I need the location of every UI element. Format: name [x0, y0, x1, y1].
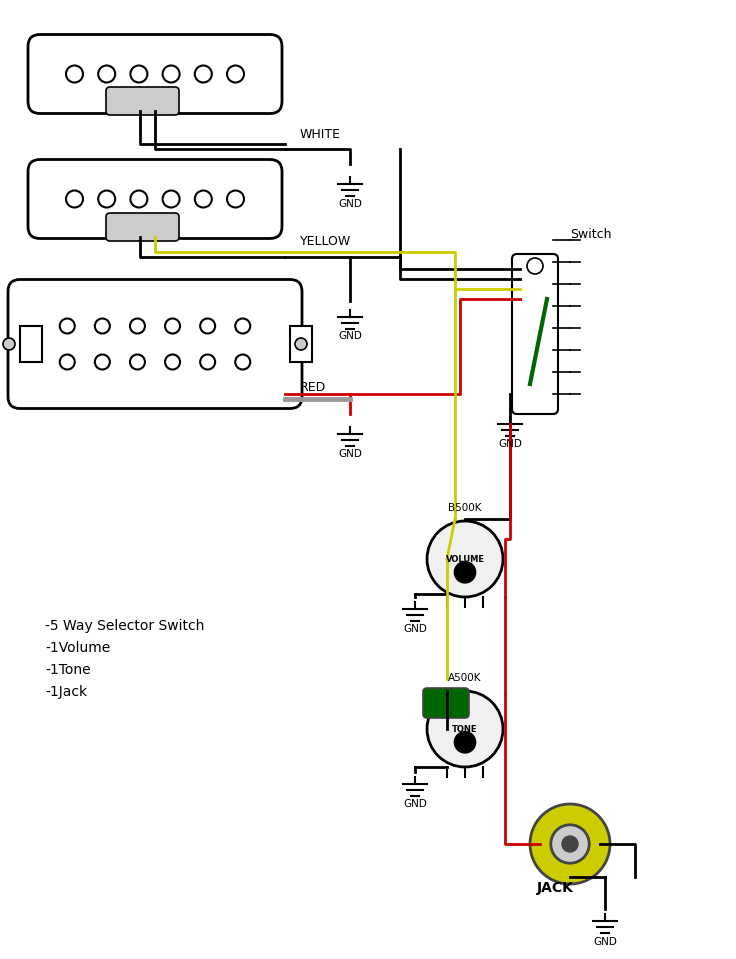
Circle shape: [95, 355, 110, 369]
Circle shape: [130, 191, 147, 207]
Text: GND: GND: [338, 449, 362, 459]
FancyBboxPatch shape: [8, 279, 302, 409]
Circle shape: [66, 65, 83, 82]
Circle shape: [454, 732, 475, 753]
Circle shape: [3, 338, 15, 350]
Circle shape: [427, 691, 503, 767]
Circle shape: [163, 191, 180, 207]
Circle shape: [195, 191, 212, 207]
Text: B500K: B500K: [448, 503, 482, 513]
Circle shape: [551, 825, 590, 863]
Circle shape: [95, 318, 110, 334]
Text: YELLOW: YELLOW: [300, 235, 351, 247]
Text: GND: GND: [403, 799, 427, 809]
FancyBboxPatch shape: [512, 254, 558, 414]
Circle shape: [165, 355, 180, 369]
Text: RED: RED: [300, 381, 326, 393]
Circle shape: [427, 521, 503, 597]
Circle shape: [236, 318, 250, 334]
Circle shape: [200, 318, 215, 334]
Text: GND: GND: [403, 624, 427, 634]
Circle shape: [130, 318, 145, 334]
Text: GND: GND: [498, 439, 522, 449]
Circle shape: [227, 191, 244, 207]
Circle shape: [236, 355, 250, 369]
FancyBboxPatch shape: [290, 326, 312, 362]
FancyBboxPatch shape: [28, 35, 282, 113]
Circle shape: [165, 318, 180, 334]
Text: JACK: JACK: [537, 881, 573, 895]
Circle shape: [130, 355, 145, 369]
Circle shape: [130, 65, 147, 82]
Text: GND: GND: [338, 199, 362, 209]
Text: WHITE: WHITE: [300, 128, 341, 141]
Text: VOLUME: VOLUME: [445, 554, 484, 564]
Text: GND: GND: [338, 331, 362, 341]
Circle shape: [66, 191, 83, 207]
Circle shape: [200, 355, 215, 369]
Circle shape: [163, 65, 180, 82]
Circle shape: [60, 355, 75, 369]
Circle shape: [454, 562, 475, 583]
Text: GND: GND: [593, 937, 617, 947]
FancyBboxPatch shape: [20, 326, 42, 362]
FancyBboxPatch shape: [106, 87, 179, 115]
Circle shape: [527, 258, 543, 274]
Text: A500K: A500K: [448, 673, 482, 683]
Text: TONE: TONE: [452, 724, 478, 734]
Text: -5 Way Selector Switch
-1Volume
-1Tone
-1Jack: -5 Way Selector Switch -1Volume -1Tone -…: [45, 620, 205, 698]
Circle shape: [60, 318, 75, 334]
FancyBboxPatch shape: [106, 213, 179, 241]
Circle shape: [195, 65, 212, 82]
Circle shape: [98, 191, 116, 207]
FancyBboxPatch shape: [423, 688, 469, 718]
Text: Switch: Switch: [570, 227, 612, 241]
Circle shape: [530, 804, 610, 884]
Circle shape: [562, 836, 578, 852]
Circle shape: [295, 338, 307, 350]
Circle shape: [227, 65, 244, 82]
Circle shape: [98, 65, 116, 82]
FancyBboxPatch shape: [28, 159, 282, 239]
